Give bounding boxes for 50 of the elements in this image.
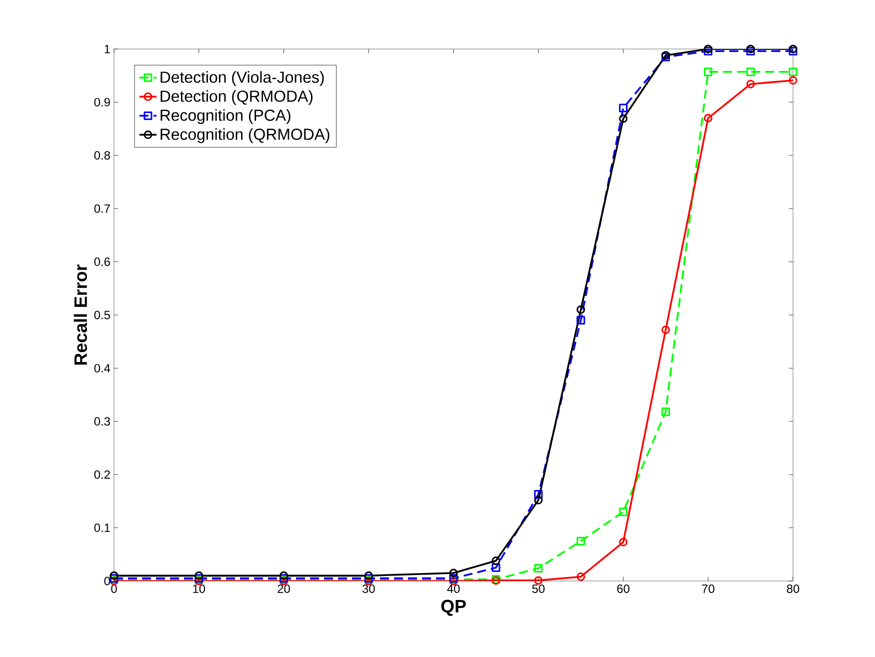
point [619, 508, 628, 516]
legend-label: Detection (QRMODA) [160, 90, 312, 106]
y-tick-label: 0.7 [94, 204, 110, 213]
point [492, 563, 500, 572]
point [576, 572, 586, 581]
point [534, 490, 543, 499]
y-tick-label: 0.5 [94, 310, 110, 320]
x-tick-label: 20 [278, 584, 290, 593]
y-tick-label: 0.6 [94, 258, 110, 266]
x-tick-label: 80 [786, 584, 800, 593]
point [534, 564, 543, 572]
point [576, 536, 586, 546]
point [576, 305, 586, 314]
point [534, 576, 543, 585]
y-tick-label: 0.4 [94, 364, 110, 372]
point [619, 114, 628, 123]
point [661, 408, 670, 416]
point [364, 571, 373, 580]
x-axis-title: QP [441, 600, 466, 616]
y-tick-label: 0.2 [94, 470, 110, 479]
x-tick-label: 70 [702, 584, 714, 593]
legend-label: Detection (Viola-Jones) [160, 71, 324, 86]
y-tick-label: 0.8 [94, 151, 110, 160]
point [492, 556, 500, 566]
point [661, 326, 670, 334]
point [619, 104, 628, 112]
point [194, 571, 204, 580]
x-tick-label: 40 [447, 584, 460, 593]
y-tick-label: 0 [104, 576, 110, 586]
point [619, 538, 628, 546]
point [576, 316, 586, 325]
point [704, 114, 712, 122]
x-tick-label: 30 [362, 584, 375, 593]
point [746, 68, 755, 76]
legend-label: Recognition (QRMODA) [160, 128, 330, 144]
y-tick-label: 1 [104, 44, 110, 54]
legend-label: Recognition (PCA) [160, 109, 290, 124]
y-tick-label: 0.3 [94, 417, 110, 426]
point [280, 571, 288, 580]
point [449, 568, 458, 578]
point [746, 80, 755, 88]
y-tick-label: 0.9 [94, 98, 110, 106]
point [704, 68, 712, 76]
point [534, 496, 543, 504]
x-tick-label: 50 [532, 584, 545, 593]
y-axis-title: Recall Error [74, 264, 88, 365]
point [788, 68, 798, 76]
y-tick-label: 0.1 [94, 524, 110, 532]
x-tick-label: 60 [617, 584, 630, 593]
x-tick-label: 10 [193, 584, 206, 593]
